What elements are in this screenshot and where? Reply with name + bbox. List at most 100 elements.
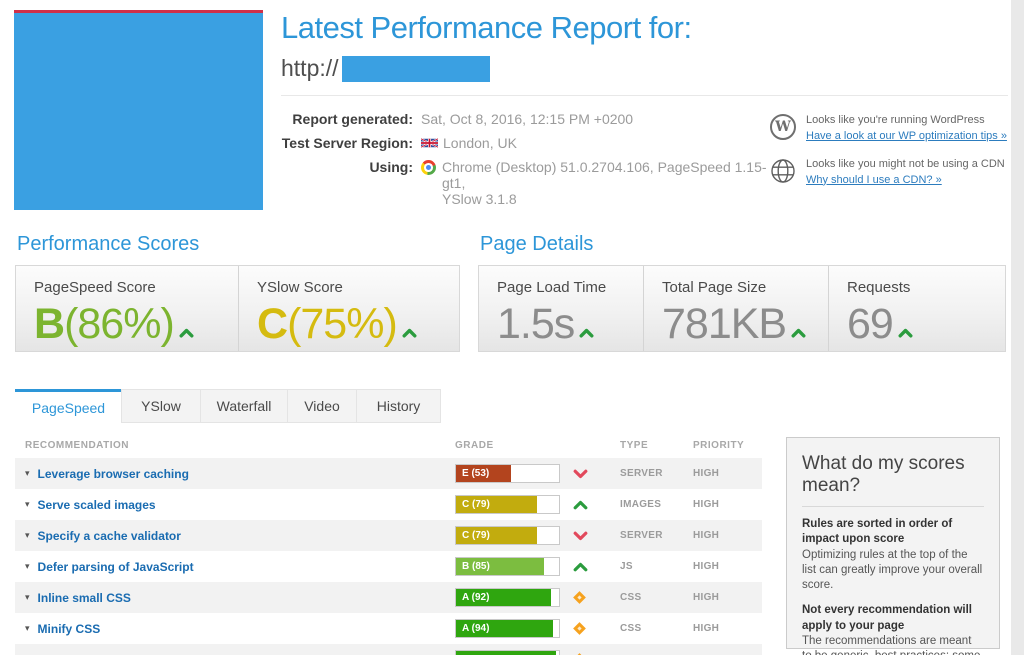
trend-up-icon — [179, 328, 194, 338]
table-row: ▾ Minify CSS A (94) CSS HIGH — [15, 613, 762, 644]
recommendation-link[interactable]: Specify a cache validator — [37, 528, 181, 543]
trend-up-icon — [579, 328, 594, 338]
url-redacted-block — [341, 55, 490, 82]
grade-bar-label: A (92) — [462, 592, 490, 603]
header-type: TYPE — [620, 439, 649, 451]
grade-bar: E (53) — [455, 464, 560, 483]
priority-diamond-icon — [573, 591, 586, 604]
trend-down-icon — [573, 469, 588, 478]
grade-bar: B (85) — [455, 557, 560, 576]
page-details-section: Page Details Page Load Time 1.5s Total P… — [478, 233, 1006, 352]
report-meta: Report generated: Sat, Oct 8, 2016, 12:1… — [281, 111, 770, 215]
type-cell: CSS — [620, 592, 642, 603]
recommendation-link[interactable]: Leverage browser caching — [37, 466, 189, 481]
yslow-score-value: C(75%) — [257, 303, 459, 346]
grade-bar: C (79) — [455, 495, 560, 514]
uk-flag-icon — [421, 138, 438, 148]
type-cell: SERVER — [620, 468, 663, 479]
expand-arrow-icon[interactable]: ▾ — [25, 468, 30, 478]
test-server-region-value: London, UK — [421, 135, 517, 151]
pagespeed-score-label: PageSpeed Score — [34, 279, 156, 296]
expand-arrow-icon[interactable]: ▾ — [25, 530, 30, 540]
test-server-region-row: Test Server Region: London, UK — [281, 135, 770, 151]
notices: W Looks like you're running WordPress Ha… — [770, 113, 1008, 215]
help-section: Not every recommendation will apply to y… — [802, 604, 980, 655]
wordpress-icon: W — [770, 114, 796, 140]
expand-arrow-icon[interactable]: ▾ — [25, 561, 30, 571]
recommendation-link[interactable]: Minify CSS — [37, 621, 101, 636]
requests-label: Requests — [847, 279, 911, 296]
total-page-size-value: 781KB — [662, 303, 828, 346]
priority-cell: HIGH — [693, 530, 720, 541]
help-section: Rules are sorted in order of impact upon… — [802, 518, 983, 592]
table-header-row: RECOMMENDATION GRADE TYPE PRIORITY — [15, 432, 762, 458]
expand-arrow-icon[interactable]: ▾ — [25, 499, 30, 509]
trend-down-icon — [573, 531, 588, 540]
grade-bar-label: C (79) — [462, 530, 490, 541]
total-page-size-cell: Total Page Size 781KB — [643, 266, 828, 351]
why-cdn-link[interactable]: Why should I use a CDN? » — [806, 173, 942, 186]
tab-video[interactable]: Video — [287, 389, 357, 423]
wordpress-notice-text: Looks like you're running WordPress — [806, 114, 985, 126]
total-page-size-label: Total Page Size — [662, 279, 767, 296]
pagespeed-score-cell: PageSpeed Score B(86%) — [16, 266, 238, 351]
type-cell: JS — [620, 561, 633, 572]
requests-cell: Requests 69 — [828, 266, 1005, 351]
table-row: ▾ Defer parsing of JavaScript B (85) JS HIGH — [15, 551, 762, 582]
header-recommendation: RECOMMENDATION — [25, 439, 130, 451]
performance-scores-section: Performance Scores PageSpeed Score B(86%… — [15, 233, 460, 352]
priority-cell: HIGH — [693, 592, 720, 603]
tab-yslow[interactable]: YSlow — [121, 389, 201, 423]
priority-diamond-icon — [573, 622, 586, 635]
wp-optimization-tips-link[interactable]: Have a look at our WP optimization tips … — [806, 129, 1007, 142]
table-row: ▾ Inline small CSS A (92) CSS HIGH — [15, 582, 762, 613]
grade-bar-label: A (94) — [462, 623, 490, 634]
tab-pagespeed[interactable]: PageSpeed — [15, 389, 122, 423]
globe-icon — [771, 158, 795, 183]
test-server-region-label: Test Server Region: — [281, 135, 413, 151]
expand-arrow-icon[interactable]: ▾ — [25, 592, 30, 602]
header-priority: PRIORITY — [693, 439, 745, 451]
performance-scores-title: Performance Scores — [17, 233, 200, 255]
trend-up-icon — [402, 328, 417, 338]
yslow-score-label: YSlow Score — [257, 279, 343, 296]
using-row: Using: Chrome (Desktop) 51.0.2704.106, P… — [281, 159, 770, 207]
priority-cell: HIGH — [693, 623, 720, 634]
site-thumbnail-redacted — [14, 13, 263, 210]
report-generated-label: Report generated: — [292, 111, 413, 127]
recommendation-link[interactable]: Serve scaled images — [37, 497, 156, 512]
grade-bar: A (92) — [455, 588, 560, 607]
type-cell: SERVER — [620, 530, 663, 541]
tab-waterfall[interactable]: Waterfall — [200, 389, 288, 423]
requests-value: 69 — [847, 303, 1005, 346]
report-tabs: PageSpeed YSlow Waterfall Video History — [15, 389, 441, 423]
expand-arrow-icon[interactable]: ▾ — [25, 623, 30, 633]
table-row: ▾ Leverage browser caching E (53) SERVER HIG… — [15, 458, 762, 489]
chrome-icon — [421, 160, 436, 175]
performance-scores-panel: PageSpeed Score B(86%) YSlow Score C(75%… — [15, 265, 460, 352]
trend-up-icon — [898, 328, 913, 338]
grade-bar-label: C (79) — [462, 499, 490, 510]
report-url: http:// — [281, 55, 1008, 82]
page-details-title: Page Details — [480, 233, 594, 255]
trend-up-icon — [791, 328, 806, 338]
page-load-time-value: 1.5s — [497, 303, 643, 346]
cdn-notice-text: Looks like you might not be using a CDN — [806, 157, 1005, 170]
table-row: ▾ Serve scaled images C (79) IMAGES HIGH — [15, 489, 762, 520]
trend-up-icon — [573, 500, 588, 509]
using-label: Using: — [369, 159, 413, 175]
yslow-score-cell: YSlow Score C(75%) — [238, 266, 459, 351]
thumbnail-red-line — [14, 10, 263, 14]
scores-help-title: What do my scores mean? — [802, 453, 984, 507]
grade-bar-label: E (53) — [462, 468, 490, 479]
url-prefix: http:// — [281, 55, 339, 81]
grade-bar-label: B (85) — [462, 561, 490, 572]
cdn-notice: Looks like you might not be using a CDN … — [770, 157, 1008, 189]
report-generated-value: Sat, Oct 8, 2016, 12:15 PM +0200 — [421, 111, 634, 127]
recommendation-link[interactable]: Defer parsing of JavaScript — [37, 559, 194, 574]
recommendation-link[interactable]: Inline small CSS — [37, 590, 131, 605]
tab-history[interactable]: History — [356, 389, 441, 423]
priority-cell: HIGH — [693, 561, 720, 572]
report-header: Latest Performance Report for: http:// R… — [281, 10, 1008, 215]
